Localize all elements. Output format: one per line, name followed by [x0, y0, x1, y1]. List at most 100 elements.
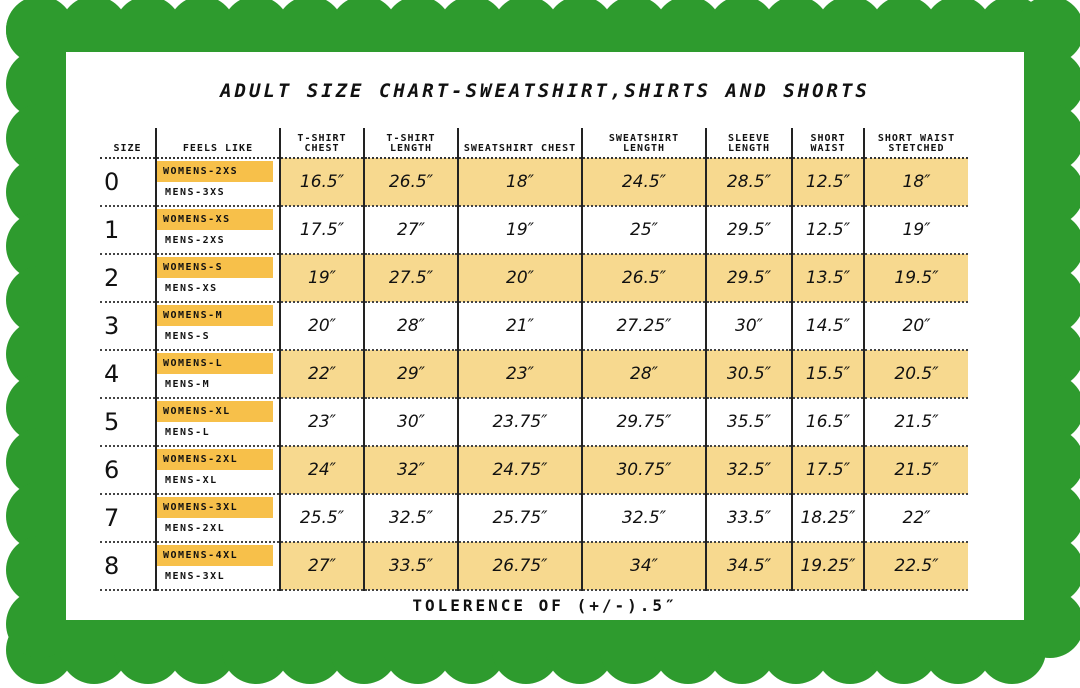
- feels-like-cell: WOMENS-XS MENS-2XS: [155, 206, 280, 255]
- sleeve-length-value: 28.5″: [705, 158, 792, 207]
- sweatshirt-length-value: 26.5″: [581, 254, 706, 303]
- short-waist-stretched-value: 19″: [863, 206, 968, 255]
- feels-like-cell: WOMENS-2XL MENS-XL: [155, 446, 280, 495]
- size-chart-card: ADULT SIZE CHART-SWEATSHIRT,SHIRTS AND S…: [66, 52, 1024, 620]
- sweatshirt-chest-value: 23.75″: [457, 398, 582, 447]
- short-waist-stretched-value: 19.5″: [863, 254, 968, 303]
- sweatshirt-length-value: 29.75″: [581, 398, 706, 447]
- short-waist-value: 16.5″: [791, 398, 864, 447]
- mens-size-label: MENS-XS: [157, 278, 279, 299]
- womens-size-label: WOMENS-2XS: [157, 161, 273, 182]
- sweatshirt-length-value: 28″: [581, 350, 706, 399]
- sleeve-length-value: 32.5″: [705, 446, 792, 495]
- table-row: 4 WOMENS-L MENS-M 22″ 29″ 23″ 28″ 30.5″ 15.5″ 20.…: [100, 350, 968, 399]
- size-cell: 4: [100, 350, 156, 399]
- size-cell: 2: [100, 254, 156, 303]
- short-waist-stretched-value: 22″: [863, 494, 968, 543]
- womens-size-label: WOMENS-XS: [157, 209, 273, 230]
- mens-size-label: MENS-3XS: [157, 182, 279, 203]
- sweatshirt-chest-value: 18″: [457, 158, 582, 207]
- tshirt-chest-value: 27″: [279, 542, 364, 591]
- mens-size-label: MENS-S: [157, 326, 279, 347]
- mens-size-label: MENS-XL: [157, 470, 279, 491]
- size-cell: 1: [100, 206, 156, 255]
- short-waist-value: 15.5″: [791, 350, 864, 399]
- short-waist-stretched-value: 20.5″: [863, 350, 968, 399]
- header-short-waist: SHORT WAIST: [791, 128, 864, 159]
- womens-size-label: WOMENS-M: [157, 305, 273, 326]
- short-waist-value: 12.5″: [791, 158, 864, 207]
- sweatshirt-chest-value: 26.75″: [457, 542, 582, 591]
- table-row: 6 WOMENS-2XL MENS-XL 24″ 32″ 24.75″ 30.75″ 32.5…: [100, 446, 968, 495]
- sleeve-length-value: 33.5″: [705, 494, 792, 543]
- tshirt-chest-value: 25.5″: [279, 494, 364, 543]
- table-row: 8 WOMENS-4XL MENS-3XL 27″ 33.5″ 26.75″ 34″ 34.5…: [100, 542, 968, 591]
- mens-size-label: MENS-2XS: [157, 230, 279, 251]
- tshirt-length-value: 27.5″: [363, 254, 458, 303]
- tshirt-length-value: 30″: [363, 398, 458, 447]
- header-row: SIZE FEELS LIKE T-SHIRT CHEST T-SHIRT LE…: [100, 128, 968, 159]
- tolerance-note: TOLERENCE OF (+/-).5″: [412, 596, 678, 615]
- sleeve-length-value: 34.5″: [705, 542, 792, 591]
- header-sleeve-length: SLEEVE LENGTH: [705, 128, 792, 159]
- size-cell: 0: [100, 158, 156, 207]
- header-short-waist-stretched: SHORT WAIST STETCHED: [863, 128, 968, 159]
- header-tshirt-length: T-SHIRT LENGTH: [363, 128, 458, 159]
- short-waist-stretched-value: 21.5″: [863, 446, 968, 495]
- tshirt-length-value: 33.5″: [363, 542, 458, 591]
- short-waist-value: 13.5″: [791, 254, 864, 303]
- tshirt-chest-value: 20″: [279, 302, 364, 351]
- mens-size-label: MENS-L: [157, 422, 279, 443]
- womens-size-label: WOMENS-3XL: [157, 497, 273, 518]
- mens-size-label: MENS-2XL: [157, 518, 279, 539]
- sweatshirt-chest-value: 24.75″: [457, 446, 582, 495]
- size-cell: 7: [100, 494, 156, 543]
- header-sweatshirt-chest: SWEATSHIRT CHEST: [457, 128, 582, 159]
- short-waist-value: 19.25″: [791, 542, 864, 591]
- womens-size-label: WOMENS-S: [157, 257, 273, 278]
- tshirt-chest-value: 22″: [279, 350, 364, 399]
- header-feels-like: FEELS LIKE: [155, 128, 280, 159]
- size-cell: 6: [100, 446, 156, 495]
- short-waist-value: 17.5″: [791, 446, 864, 495]
- sleeve-length-value: 30″: [705, 302, 792, 351]
- sweatshirt-length-value: 30.75″: [581, 446, 706, 495]
- sweatshirt-length-value: 25″: [581, 206, 706, 255]
- feels-like-cell: WOMENS-2XS MENS-3XS: [155, 158, 280, 207]
- short-waist-value: 14.5″: [791, 302, 864, 351]
- header-size: SIZE: [100, 128, 156, 159]
- feels-like-cell: WOMENS-S MENS-XS: [155, 254, 280, 303]
- tshirt-chest-value: 23″: [279, 398, 364, 447]
- sleeve-length-value: 29.5″: [705, 206, 792, 255]
- table-row: 3 WOMENS-M MENS-S 20″ 28″ 21″ 27.25″ 30″ 14.5″ 20…: [100, 302, 968, 351]
- feels-like-cell: WOMENS-3XL MENS-2XL: [155, 494, 280, 543]
- size-cell: 5: [100, 398, 156, 447]
- tshirt-chest-value: 24″: [279, 446, 364, 495]
- short-waist-value: 12.5″: [791, 206, 864, 255]
- size-cell: 3: [100, 302, 156, 351]
- header-tshirt-chest: T-SHIRT CHEST: [279, 128, 364, 159]
- sweatshirt-length-value: 27.25″: [581, 302, 706, 351]
- sleeve-length-value: 35.5″: [705, 398, 792, 447]
- table-row: 0 WOMENS-2XS MENS-3XS 16.5″ 26.5″ 18″ 24.5″ 28.…: [100, 158, 968, 207]
- feels-like-cell: WOMENS-L MENS-M: [155, 350, 280, 399]
- sweatshirt-chest-value: 19″: [457, 206, 582, 255]
- mens-size-label: MENS-3XL: [157, 566, 279, 587]
- womens-size-label: WOMENS-2XL: [157, 449, 273, 470]
- sweatshirt-chest-value: 23″: [457, 350, 582, 399]
- short-waist-stretched-value: 22.5″: [863, 542, 968, 591]
- table-row: 5 WOMENS-XL MENS-L 23″ 30″ 23.75″ 29.75″ 35.5″ 1…: [100, 398, 968, 447]
- chart-title: ADULT SIZE CHART-SWEATSHIRT,SHIRTS AND S…: [220, 80, 870, 102]
- womens-size-label: WOMENS-L: [157, 353, 273, 374]
- sweatshirt-chest-value: 21″: [457, 302, 582, 351]
- sweatshirt-length-value: 32.5″: [581, 494, 706, 543]
- table-row: 2 WOMENS-S MENS-XS 19″ 27.5″ 20″ 26.5″ 29.5″ 13.…: [100, 254, 968, 303]
- short-waist-value: 18.25″: [791, 494, 864, 543]
- sweatshirt-length-value: 34″: [581, 542, 706, 591]
- table-row: 7 WOMENS-3XL MENS-2XL 25.5″ 32.5″ 25.75″ 32.5″…: [100, 494, 968, 543]
- sleeve-length-value: 29.5″: [705, 254, 792, 303]
- feels-like-cell: WOMENS-XL MENS-L: [155, 398, 280, 447]
- size-table: SIZE FEELS LIKE T-SHIRT CHEST T-SHIRT LE…: [100, 128, 968, 591]
- tshirt-length-value: 26.5″: [363, 158, 458, 207]
- womens-size-label: WOMENS-XL: [157, 401, 273, 422]
